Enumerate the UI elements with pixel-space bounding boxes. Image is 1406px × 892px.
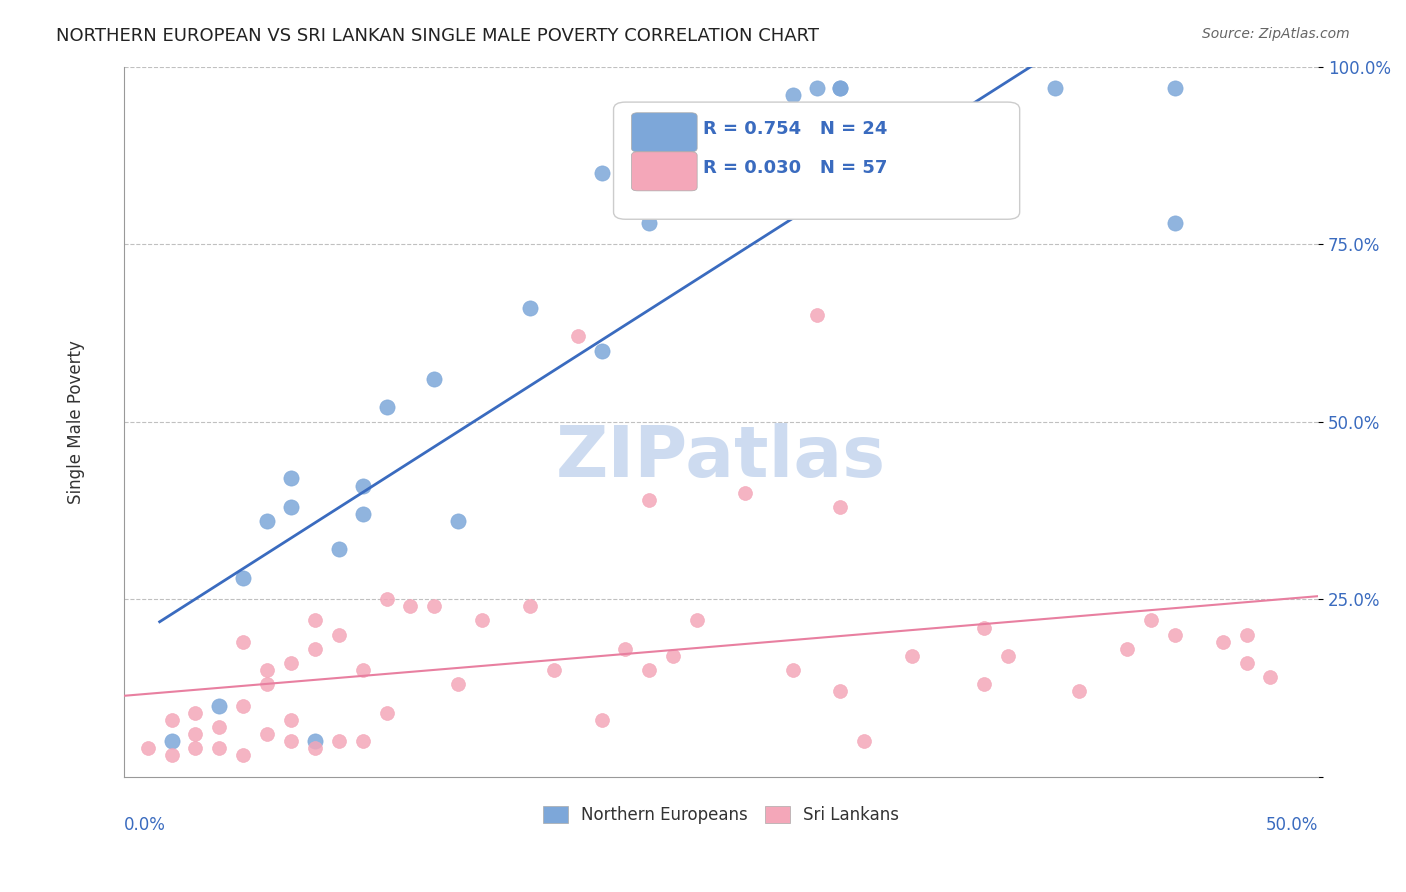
Point [591, 166, 613, 180]
Point [256, 677, 278, 691]
Point [232, 634, 254, 648]
Text: Source: ZipAtlas.com: Source: ZipAtlas.com [1202, 27, 1350, 41]
Text: 0.0%: 0.0% [124, 815, 166, 834]
Text: Single Male Poverty: Single Male Poverty [67, 340, 84, 504]
Point [280, 471, 302, 485]
Point [901, 648, 924, 663]
Point [232, 698, 254, 713]
FancyBboxPatch shape [631, 112, 697, 152]
Point [591, 713, 613, 727]
Point [304, 741, 326, 756]
Point [519, 599, 541, 614]
Point [280, 500, 302, 514]
Point [304, 614, 326, 628]
Point [375, 592, 398, 607]
Point [423, 599, 446, 614]
Point [853, 734, 876, 748]
Point [782, 663, 804, 677]
Point [184, 741, 207, 756]
Point [782, 88, 804, 103]
Point [208, 698, 231, 713]
FancyBboxPatch shape [631, 152, 697, 191]
Point [973, 677, 995, 691]
Point [375, 706, 398, 720]
Point [352, 734, 374, 748]
Point [806, 81, 828, 95]
Text: R = 0.030   N = 57: R = 0.030 N = 57 [703, 159, 887, 178]
Point [806, 308, 828, 322]
Point [375, 401, 398, 415]
Point [184, 727, 207, 741]
Point [304, 641, 326, 656]
Point [208, 741, 231, 756]
Point [543, 663, 565, 677]
Point [232, 748, 254, 763]
Point [830, 81, 852, 95]
Point [160, 734, 183, 748]
Point [614, 641, 637, 656]
Point [638, 216, 661, 230]
Point [1260, 670, 1282, 684]
Point [447, 677, 470, 691]
Point [734, 485, 756, 500]
Point [160, 748, 183, 763]
Point [662, 648, 685, 663]
Point [1140, 614, 1163, 628]
Point [352, 663, 374, 677]
Point [208, 720, 231, 734]
Point [280, 656, 302, 670]
Point [352, 507, 374, 521]
Point [973, 620, 995, 634]
Point [256, 727, 278, 741]
Point [830, 500, 852, 514]
Point [1045, 81, 1067, 95]
Point [256, 663, 278, 677]
Point [686, 614, 709, 628]
Point [1069, 684, 1091, 698]
Point [423, 372, 446, 386]
Point [1236, 656, 1258, 670]
Point [1212, 634, 1234, 648]
Point [352, 478, 374, 492]
FancyBboxPatch shape [613, 102, 1019, 219]
Text: ZIPatlas: ZIPatlas [555, 423, 886, 491]
Point [1236, 627, 1258, 641]
Point [591, 343, 613, 358]
Point [638, 492, 661, 507]
Point [830, 81, 852, 95]
Point [184, 706, 207, 720]
Point [1116, 641, 1139, 656]
Point [328, 627, 350, 641]
Text: NORTHERN EUROPEAN VS SRI LANKAN SINGLE MALE POVERTY CORRELATION CHART: NORTHERN EUROPEAN VS SRI LANKAN SINGLE M… [56, 27, 820, 45]
Point [280, 713, 302, 727]
Point [280, 734, 302, 748]
Point [328, 542, 350, 557]
Point [997, 648, 1019, 663]
Point [160, 713, 183, 727]
Point [304, 734, 326, 748]
Point [1164, 81, 1187, 95]
Text: R = 0.754   N = 24: R = 0.754 N = 24 [703, 120, 887, 138]
Point [136, 741, 159, 756]
Point [256, 514, 278, 528]
Point [232, 571, 254, 585]
Point [830, 684, 852, 698]
Point [1164, 216, 1187, 230]
Point [471, 614, 494, 628]
Point [328, 734, 350, 748]
Point [638, 663, 661, 677]
Point [399, 599, 422, 614]
Point [519, 301, 541, 315]
Point [447, 514, 470, 528]
Text: 50.0%: 50.0% [1265, 815, 1319, 834]
Point [567, 329, 589, 343]
Legend: Northern Europeans, Sri Lankans: Northern Europeans, Sri Lankans [534, 797, 907, 832]
Point [1164, 627, 1187, 641]
